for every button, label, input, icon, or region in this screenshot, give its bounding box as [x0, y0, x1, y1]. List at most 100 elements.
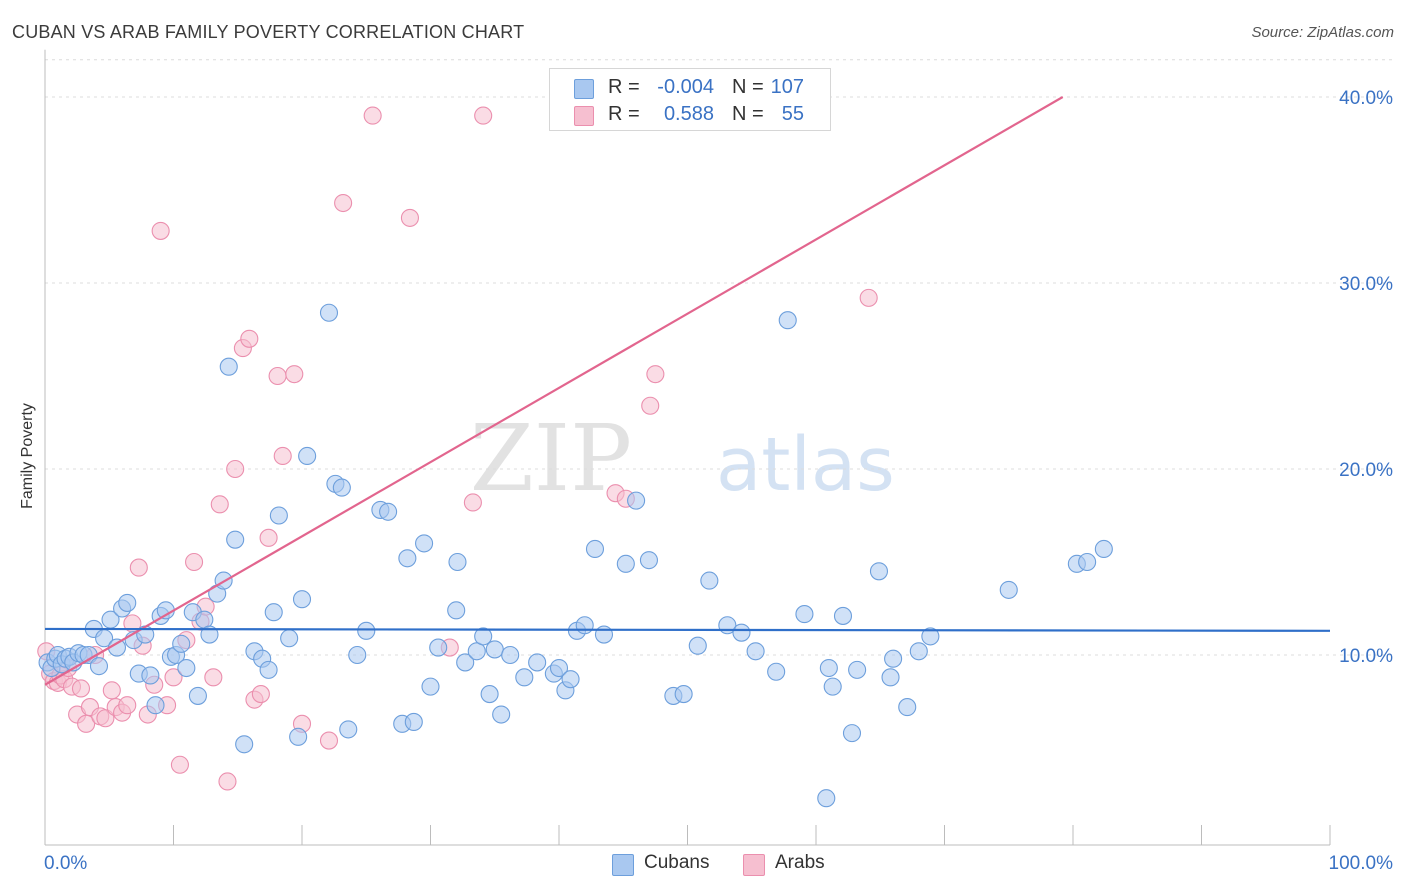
data-point	[842, 724, 862, 743]
data-point	[170, 755, 189, 774]
data-point	[492, 705, 511, 724]
data-point	[363, 106, 382, 125]
data-point	[269, 506, 288, 525]
data-point	[549, 658, 569, 678]
data-point	[415, 534, 434, 553]
legend-r-label: R =	[608, 103, 640, 125]
data-point	[732, 623, 751, 642]
tick-labels: 10.0% 20.0% 30.0% 40.0% 0.0% 100.0%	[44, 88, 1393, 874]
data-point	[400, 208, 419, 227]
data-point	[848, 660, 867, 679]
data-point	[319, 303, 339, 322]
cubans-trend-line	[44, 627, 1331, 632]
data-point	[204, 668, 223, 687]
data-point	[141, 666, 160, 685]
data-point	[151, 221, 170, 240]
data-point	[859, 288, 878, 307]
arabs-swatch	[574, 106, 594, 126]
arabs-points	[37, 106, 878, 791]
data-point	[172, 634, 191, 653]
data-point	[129, 558, 148, 577]
data-point	[688, 636, 707, 655]
data-point	[404, 712, 423, 732]
data-point	[884, 649, 903, 668]
data-point	[251, 685, 270, 704]
chart-source: Source: ZipAtlas.com	[1251, 24, 1394, 41]
data-point	[561, 670, 580, 689]
cubans-legend-swatch	[612, 854, 634, 876]
data-point	[334, 193, 353, 213]
data-point	[585, 539, 605, 559]
data-point	[259, 660, 278, 679]
data-point	[188, 686, 207, 705]
data-point	[226, 530, 245, 549]
arabs-legend-swatch	[743, 854, 765, 876]
data-point	[674, 685, 693, 704]
data-point	[398, 549, 417, 568]
data-point	[639, 551, 659, 570]
data-point	[421, 677, 440, 696]
watermark: ZIP atlas	[470, 405, 895, 512]
data-point	[210, 495, 229, 514]
data-point	[869, 562, 889, 581]
data-point	[1094, 539, 1113, 559]
data-point	[285, 365, 304, 384]
data-point	[118, 696, 137, 715]
series-legend: Cubans Arabs	[0, 852, 1406, 878]
cubans-swatch	[574, 79, 594, 99]
data-point	[219, 357, 238, 376]
legend-row-arabs: R = 0.588 N = 55	[550, 102, 830, 128]
cubans-points	[38, 303, 1113, 808]
watermark-atlas: atlas	[716, 422, 895, 508]
data-point	[515, 668, 534, 687]
data-point	[480, 685, 499, 704]
data-point	[348, 645, 367, 665]
data-point	[102, 681, 121, 700]
data-point	[778, 311, 797, 330]
data-point	[448, 552, 467, 572]
data-point	[268, 366, 287, 386]
y-tick-label: 10.0%	[1339, 646, 1393, 667]
data-point	[273, 446, 292, 466]
y-tick-label: 40.0%	[1339, 88, 1393, 109]
data-point	[700, 571, 719, 590]
data-point	[823, 677, 842, 696]
data-point	[447, 601, 466, 620]
data-point	[280, 629, 299, 648]
data-point	[898, 698, 917, 717]
legend-n-value: 107	[770, 76, 804, 98]
chart-title: CUBAN VS ARAB FAMILY POVERTY CORRELATION…	[12, 22, 525, 42]
data-point	[485, 640, 504, 659]
data-point	[746, 642, 765, 661]
correlation-legend: R = -0.004 N = 107 R = 0.588 N = 55	[549, 68, 831, 131]
data-point	[474, 627, 493, 646]
data-point	[289, 727, 308, 746]
legend-r-value: -0.004	[657, 76, 714, 98]
data-point	[71, 679, 91, 698]
data-point	[429, 638, 448, 657]
legend-n-label: N =	[732, 76, 764, 98]
data-point	[463, 493, 482, 512]
data-point	[96, 709, 115, 728]
data-point	[999, 580, 1018, 599]
grid	[45, 59, 1392, 656]
data-point	[767, 662, 786, 681]
legend-r-label: R =	[608, 76, 640, 98]
data-point	[501, 645, 520, 665]
data-point	[298, 446, 317, 466]
data-point	[332, 478, 351, 497]
data-point	[339, 720, 358, 739]
trend-lines	[44, 96, 1331, 686]
data-point	[264, 603, 283, 622]
data-point	[146, 696, 165, 715]
data-point	[77, 714, 96, 733]
x-tick-label: 100.0%	[1329, 853, 1394, 874]
y-tick-label: 30.0%	[1339, 274, 1393, 295]
legend-n-value: 55	[781, 103, 804, 125]
data-point	[646, 365, 665, 384]
legend-n-label: N =	[732, 103, 764, 125]
data-point	[118, 593, 137, 612]
data-point	[357, 621, 376, 640]
data-point	[909, 642, 928, 661]
